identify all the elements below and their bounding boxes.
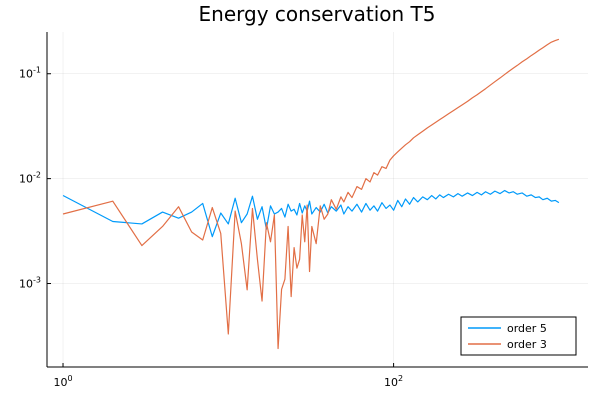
legend-box — [460, 316, 577, 356]
series-line-order-3 — [62, 38, 560, 350]
legend-label: order 3 — [507, 338, 547, 351]
series-layer — [62, 38, 560, 350]
series-line-order-5 — [62, 189, 560, 238]
grid — [47, 32, 588, 367]
axes: 100 102 10-3 10-2 10-1 — [19, 32, 588, 389]
chart-title: Energy conservation T5 — [199, 2, 436, 26]
x-tick-label: 102 — [384, 374, 403, 389]
legend-label: order 5 — [507, 322, 547, 335]
x-tick-label: 100 — [53, 374, 72, 389]
y-tick-label: 10-2 — [19, 171, 41, 186]
legend: order 5 order 3 — [460, 316, 577, 356]
y-tick-label: 10-1 — [19, 66, 41, 81]
y-tick-label: 10-3 — [19, 276, 41, 291]
